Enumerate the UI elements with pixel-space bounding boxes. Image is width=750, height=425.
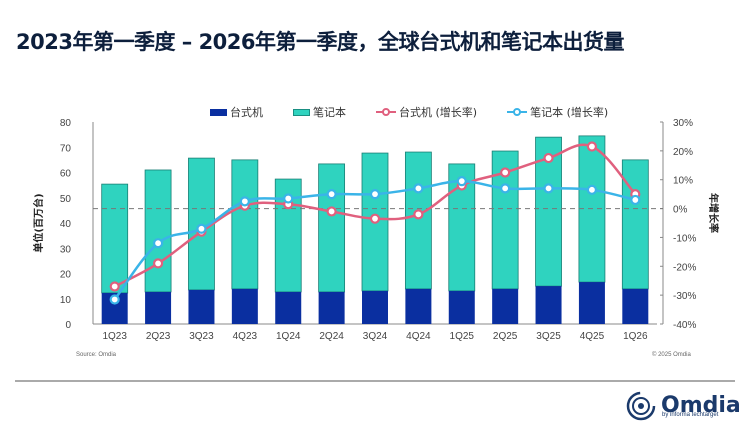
copyright-note: © 2025 Omdia — [652, 352, 691, 358]
bar-notebook — [144, 169, 172, 293]
y-tick-label: 0 — [65, 320, 71, 331]
legend-label-desktop: 台式机 — [230, 106, 263, 119]
x-tick-label: 1Q25 — [450, 331, 475, 342]
bar-desktop — [405, 288, 432, 324]
omdia-logo-icon — [626, 391, 656, 421]
point-desktop-growth — [543, 152, 554, 164]
point-notebook-growth — [543, 183, 554, 194]
x-tick-label: 2Q25 — [493, 331, 518, 342]
bar-desktop — [145, 291, 172, 324]
y2-tick-label: 0% — [673, 205, 688, 216]
x-tick-label: 4Q25 — [580, 331, 605, 342]
bar-desktop — [578, 282, 605, 324]
point-notebook-growth — [196, 223, 207, 234]
bar-desktop — [448, 290, 475, 324]
y2-tick-label: 20% — [673, 147, 693, 158]
bar-notebook — [231, 159, 259, 290]
y2-axis-title: 年增长率 — [707, 193, 720, 233]
legend-label-notebook-growth: 笔记本 (增长率) — [530, 106, 609, 119]
legend-label-notebook: 笔记本 — [313, 106, 346, 119]
bar-notebook — [101, 183, 129, 294]
x-tick-label: 1Q23 — [102, 331, 127, 342]
point-notebook-growth — [326, 189, 337, 200]
legend-swatch-notebook — [293, 108, 310, 116]
y2-tick-label: 10% — [673, 176, 693, 187]
legend-label-desktop-growth: 台式机 (增长率) — [399, 106, 478, 119]
x-tick-label: 1Q26 — [623, 331, 648, 342]
y-tick-label: 10 — [60, 295, 72, 306]
omdia-logo-text: Omdia — [661, 393, 741, 418]
bar-notebook — [621, 159, 649, 290]
y2-tick-label: -40% — [673, 320, 696, 331]
bar-desktop — [535, 286, 562, 324]
omdia-logo-tagline: by informa techtarget — [662, 412, 719, 418]
y-tick-label: 60 — [60, 169, 72, 180]
bar-desktop — [318, 291, 345, 324]
x-tick-label: 2Q24 — [319, 331, 344, 342]
x-tick-label: 3Q25 — [536, 331, 561, 342]
legend-swatch-desktop — [210, 108, 227, 116]
point-notebook-growth — [413, 183, 424, 194]
x-tick-label: 3Q23 — [189, 331, 214, 342]
y-tick-label: 40 — [60, 219, 72, 230]
point-desktop-growth — [109, 281, 120, 292]
point-desktop-growth — [413, 209, 424, 220]
x-tick-label: 4Q23 — [233, 331, 258, 342]
legend-item-desktop-growth: 台式机 (增长率) — [376, 104, 477, 120]
footer-divider-right — [135, 380, 735, 382]
x-tick-label: 3Q24 — [363, 331, 388, 342]
y-tick-label: 80 — [60, 118, 72, 129]
omdia-logo: Omdia by informa techtarget — [625, 390, 741, 422]
chart-title: 2023年第一季度 – 2026年第一季度，全球台式机和笔记本出货量 — [16, 30, 625, 54]
x-tick-label: 4Q24 — [406, 331, 431, 342]
point-notebook-growth — [369, 189, 381, 200]
y-axis-title: 单位(百万台) — [32, 193, 45, 252]
point-desktop-growth — [500, 167, 511, 178]
point-notebook-growth — [630, 194, 641, 206]
y-tick-label: 70 — [60, 143, 72, 154]
y-tick-label: 20 — [60, 270, 72, 281]
legend-swatch-desktop-growth — [376, 108, 396, 116]
point-desktop-growth — [369, 213, 381, 224]
point-notebook-growth — [283, 193, 294, 204]
bar-desktop — [188, 289, 215, 324]
y2-tick-label: -30% — [673, 291, 696, 302]
footer-divider — [15, 380, 135, 382]
bar-notebook — [318, 163, 346, 293]
x-tick-label: 2Q23 — [146, 331, 171, 342]
y2-tick-label: 30% — [673, 118, 693, 129]
legend-item-desktop: 台式机 — [210, 104, 263, 120]
legend-swatch-notebook-growth — [507, 108, 528, 116]
point-notebook-growth — [500, 183, 511, 194]
point-desktop-growth — [152, 258, 164, 269]
bar-desktop — [275, 291, 302, 324]
source-note: Source: Omdia — [76, 352, 117, 358]
point-notebook-growth — [586, 184, 598, 195]
point-desktop-growth — [326, 206, 337, 217]
bar-desktop — [362, 290, 388, 324]
y2-tick-label: -20% — [673, 262, 696, 273]
bar-desktop — [622, 288, 649, 324]
point-desktop-growth — [586, 141, 598, 152]
point-notebook-growth — [239, 196, 250, 207]
y2-tick-label: -10% — [673, 233, 696, 244]
x-tick-label: 1Q24 — [276, 331, 301, 342]
bar-notebook — [404, 151, 432, 290]
point-notebook-growth — [152, 238, 164, 249]
point-notebook-growth — [456, 176, 467, 187]
y-tick-label: 50 — [60, 194, 72, 205]
bar-desktop — [231, 288, 258, 324]
chart-legend: 台式机 笔记本 台式机 (增长率) 笔记本 (增长率) — [210, 104, 608, 120]
point-notebook-growth — [109, 294, 120, 305]
bar-desktop — [492, 288, 519, 324]
y-tick-label: 30 — [60, 244, 72, 255]
legend-item-notebook: 笔记本 — [293, 104, 346, 120]
legend-item-notebook-growth: 笔记本 (增长率) — [507, 104, 608, 120]
